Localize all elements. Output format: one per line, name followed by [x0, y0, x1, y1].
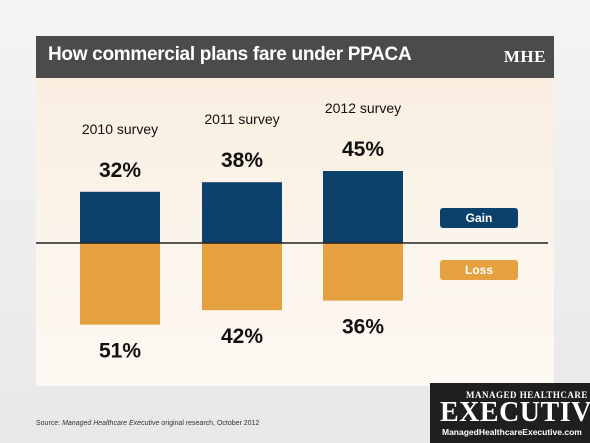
- legend-gain: Gain: [440, 208, 518, 228]
- legend-loss: Loss: [440, 260, 518, 280]
- brand-line1: MANAGED HEALTHCARE: [466, 390, 588, 400]
- chart-title: How commercial plans fare under PPACA: [48, 44, 412, 65]
- brand-line2: EXECUTIVE: [440, 397, 590, 428]
- loss-bar-3: [323, 243, 403, 301]
- title-bar: [36, 36, 554, 78]
- source-prefix: Source:: [36, 420, 63, 427]
- source-note: Source: Managed Healthcare Executive ori…: [36, 420, 259, 427]
- category-label-2: 2011 survey: [204, 111, 279, 127]
- category-label-1: 2010 survey: [82, 121, 158, 137]
- brand-url: ManagedHealthcareExecutive.com: [442, 427, 582, 437]
- loss-bar-1: [80, 243, 160, 325]
- gain-value-label-1: 32%: [99, 159, 141, 182]
- category-label-3: 2012 survey: [325, 100, 401, 116]
- gain-bar-1: [80, 191, 160, 243]
- loss-value-label-3: 36%: [342, 316, 384, 339]
- gain-bar-3: [323, 171, 403, 243]
- mhe-logo: MHE: [503, 47, 546, 66]
- loss-bar-2: [202, 243, 282, 311]
- loss-value-label-2: 42%: [221, 325, 263, 348]
- brand-block: MANAGED HEALTHCARE EXECUTIVE ManagedHeal…: [430, 383, 590, 443]
- gain-value-label-2: 38%: [221, 149, 263, 172]
- source-suffix: original research, October 2012: [159, 420, 260, 427]
- source-publication: Managed Healthcare Executive: [62, 420, 160, 427]
- gain-value-label-3: 45%: [342, 138, 384, 161]
- gain-bar-2: [202, 182, 282, 243]
- loss-value-label-1: 51%: [99, 340, 141, 363]
